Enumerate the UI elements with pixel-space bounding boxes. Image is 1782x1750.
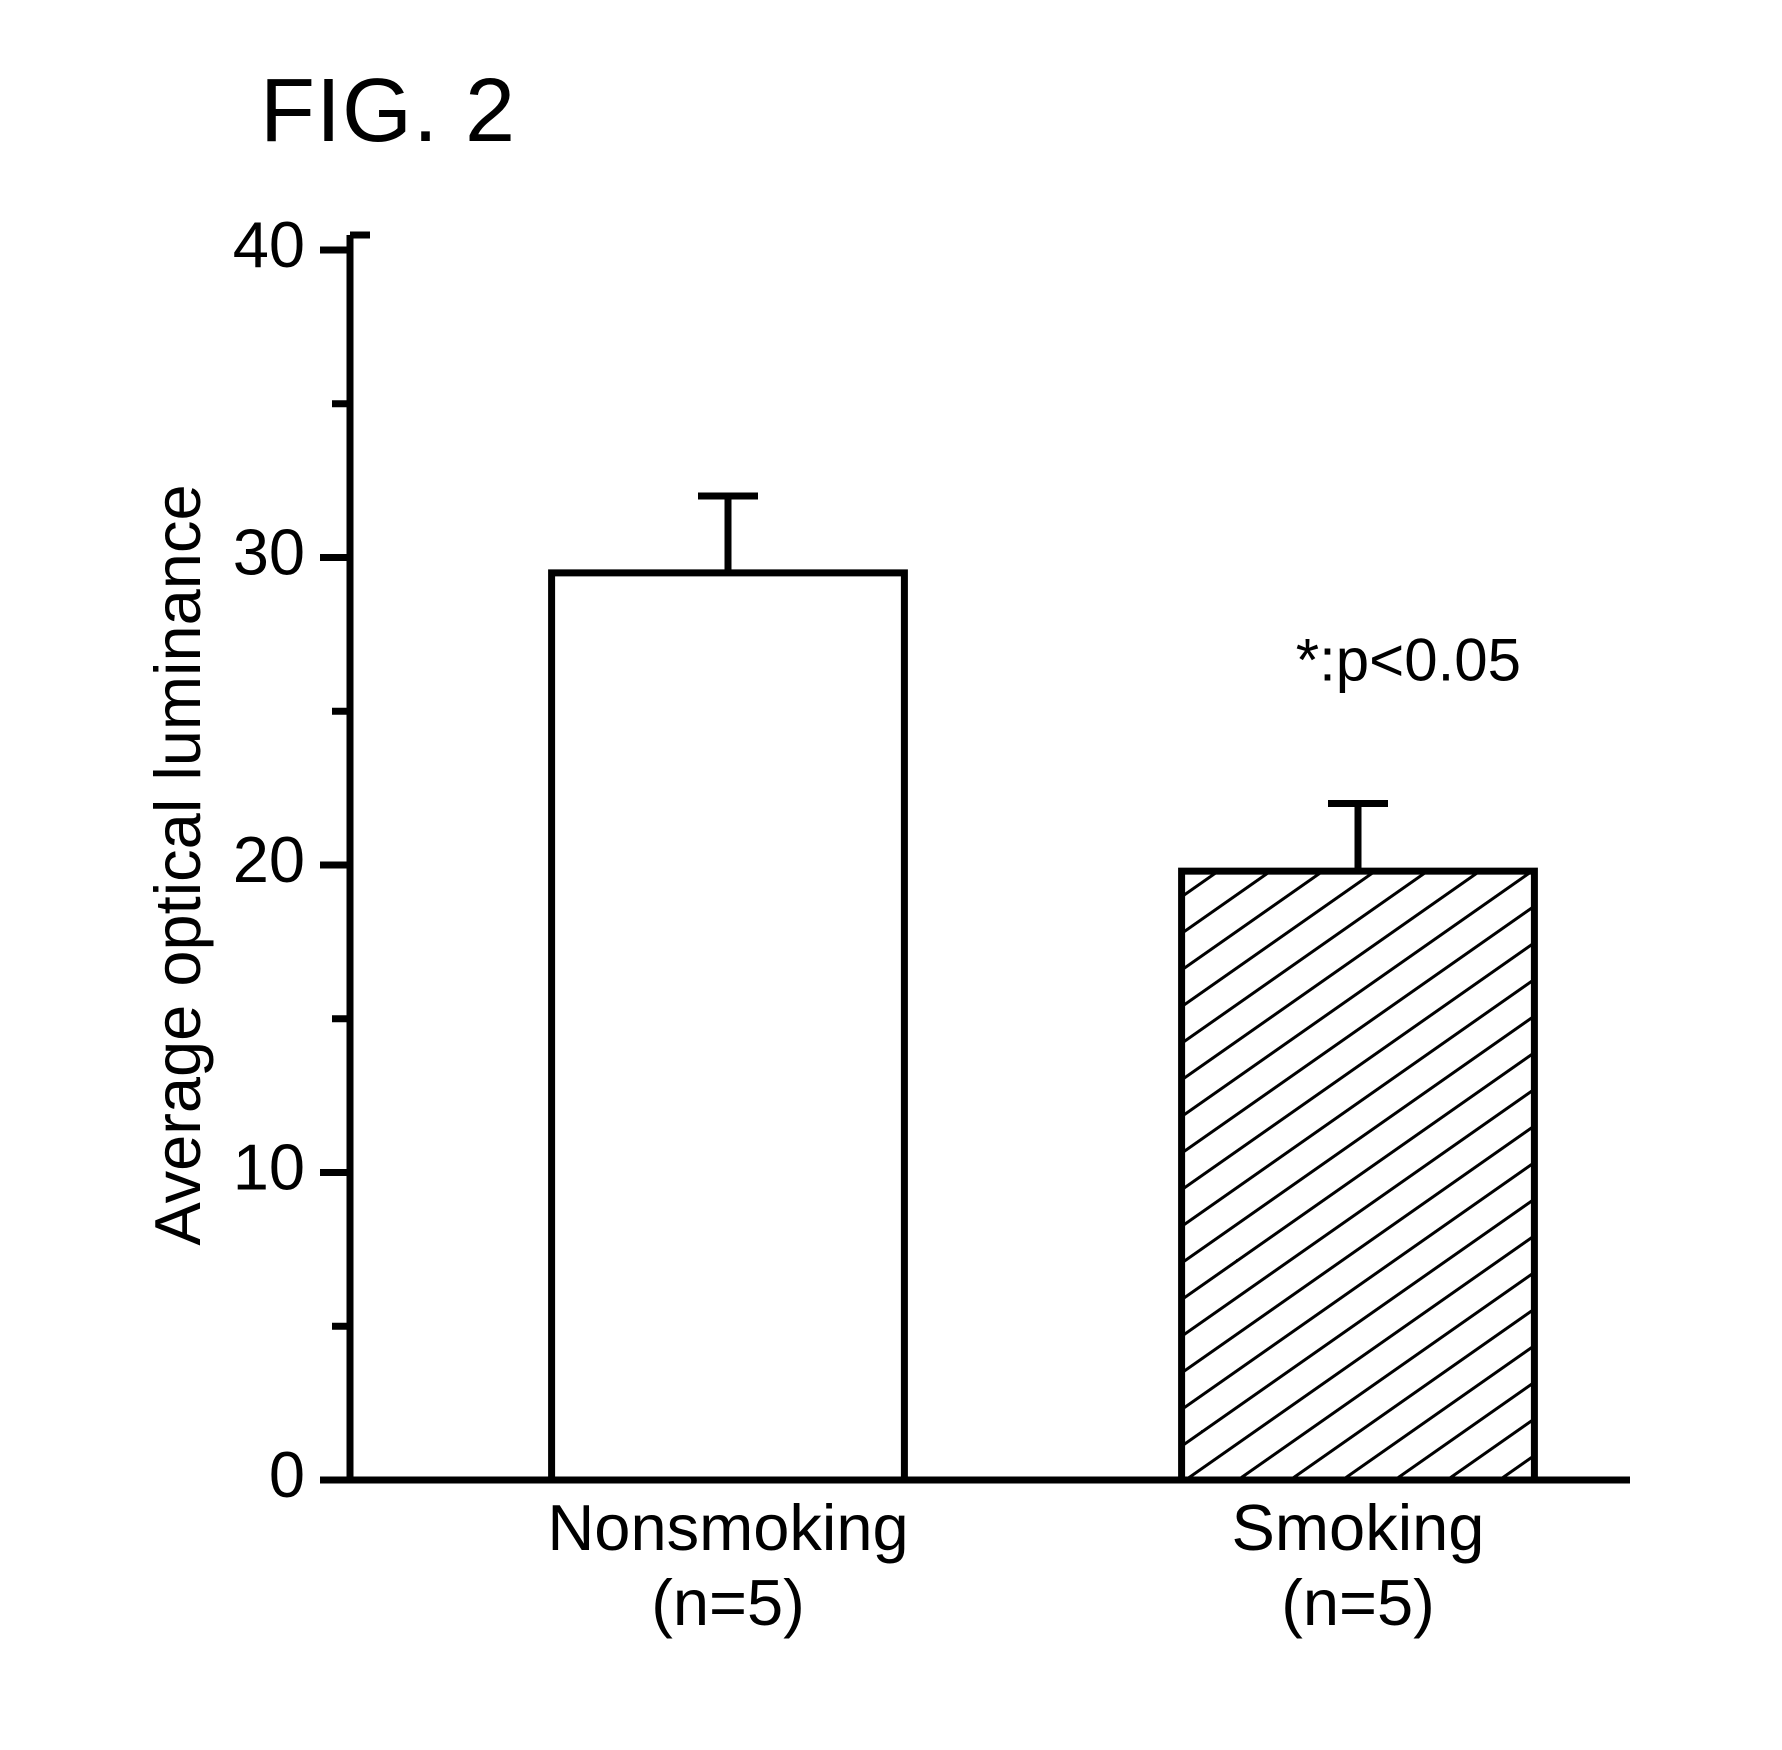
bar-label-line2: (n=5)	[651, 1566, 805, 1639]
bar-label-line1: Smoking	[1232, 1491, 1485, 1564]
bar-label-line1: Nonsmoking	[547, 1491, 908, 1564]
bar-chart: 0 10 20 30 40 Average optical luminance Nonsmo…	[120, 210, 1660, 1710]
ytick-label: 10	[233, 1131, 305, 1204]
significance-annotation: *:p<0.05	[1296, 627, 1521, 694]
bar-label-line2: (n=5)	[1281, 1566, 1435, 1639]
ytick-label: 40	[233, 210, 305, 281]
y-axis-label: Average optical luminance	[141, 484, 214, 1245]
ytick-label: 0	[269, 1438, 305, 1511]
ytick-label: 30	[233, 516, 305, 589]
chart-svg: 0 10 20 30 40 Average optical luminance Nonsmo…	[120, 210, 1660, 1710]
ytick-label: 20	[233, 823, 305, 896]
bar-0	[552, 573, 905, 1480]
bar-1	[1182, 871, 1535, 1480]
figure-title: FIG. 2	[260, 60, 516, 163]
